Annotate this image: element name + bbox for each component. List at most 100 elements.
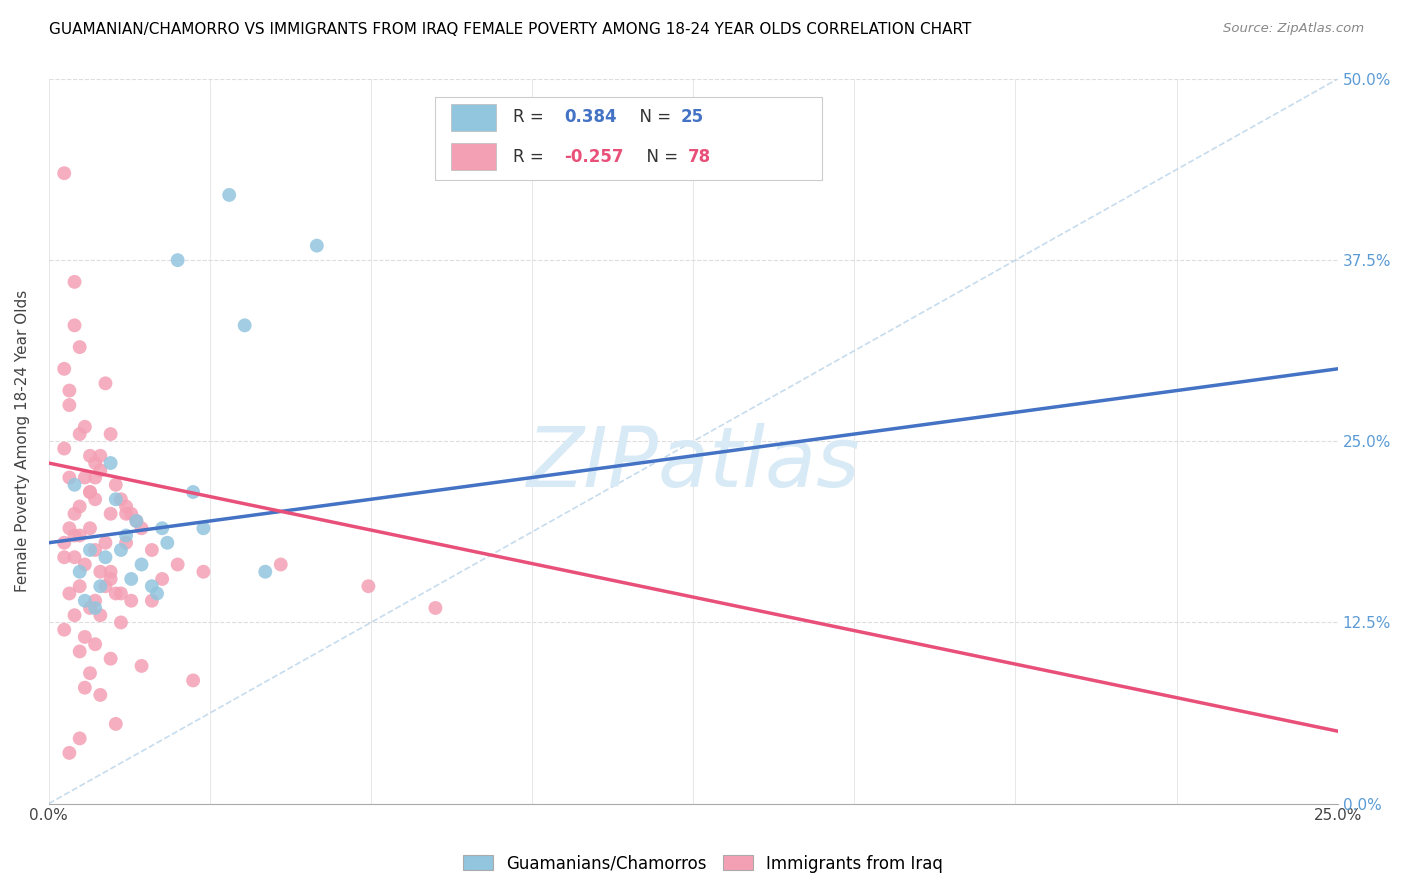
Point <box>63 507 86 521</box>
Point <box>141 593 163 607</box>
Point <box>89 449 111 463</box>
Point <box>131 521 153 535</box>
Point <box>120 593 142 607</box>
Point <box>73 630 96 644</box>
Point <box>115 528 138 542</box>
Point <box>84 492 107 507</box>
Point <box>89 579 111 593</box>
Point <box>84 470 107 484</box>
FancyBboxPatch shape <box>436 97 823 180</box>
Point <box>69 500 91 514</box>
Point <box>120 507 142 521</box>
Point <box>53 550 76 565</box>
Text: -0.257: -0.257 <box>564 147 624 166</box>
Point <box>146 586 169 600</box>
Point <box>115 500 138 514</box>
Point <box>84 456 107 470</box>
Point <box>69 644 91 658</box>
Text: R =: R = <box>513 147 548 166</box>
Point <box>73 470 96 484</box>
Point <box>89 688 111 702</box>
Point <box>89 565 111 579</box>
Point <box>58 521 80 535</box>
FancyBboxPatch shape <box>451 103 496 131</box>
Point <box>193 521 215 535</box>
Point <box>100 427 122 442</box>
Point <box>166 558 188 572</box>
Point <box>305 238 328 252</box>
Text: ZIPatlas: ZIPatlas <box>526 423 860 504</box>
Point <box>94 535 117 549</box>
Text: 78: 78 <box>688 147 711 166</box>
Point <box>125 514 148 528</box>
Point <box>100 572 122 586</box>
Point <box>110 615 132 630</box>
Point <box>73 593 96 607</box>
Point <box>63 275 86 289</box>
Point <box>125 514 148 528</box>
Point <box>63 477 86 491</box>
Point <box>53 442 76 456</box>
Point <box>79 543 101 558</box>
Point <box>79 521 101 535</box>
Point <box>58 398 80 412</box>
Point <box>58 746 80 760</box>
Text: N =: N = <box>628 109 676 127</box>
Point <box>63 528 86 542</box>
Point <box>110 586 132 600</box>
Point <box>131 659 153 673</box>
Point <box>53 535 76 549</box>
Point <box>63 608 86 623</box>
Point <box>104 717 127 731</box>
Point <box>141 579 163 593</box>
Point <box>73 419 96 434</box>
Point <box>69 731 91 746</box>
Text: Source: ZipAtlas.com: Source: ZipAtlas.com <box>1223 22 1364 36</box>
Point <box>100 565 122 579</box>
Point <box>218 188 240 202</box>
Point <box>84 637 107 651</box>
Point <box>79 485 101 500</box>
FancyBboxPatch shape <box>451 143 496 170</box>
Point <box>357 579 380 593</box>
Point <box>233 318 256 333</box>
Point <box>69 427 91 442</box>
Text: N =: N = <box>637 147 683 166</box>
Point <box>63 550 86 565</box>
Point <box>89 463 111 477</box>
Point <box>100 456 122 470</box>
Point <box>181 673 204 688</box>
Point <box>69 340 91 354</box>
Point <box>156 535 179 549</box>
Point <box>53 361 76 376</box>
Point <box>131 558 153 572</box>
Point <box>84 593 107 607</box>
Point <box>166 253 188 268</box>
Point <box>104 477 127 491</box>
Point <box>425 601 447 615</box>
Text: GUAMANIAN/CHAMORRO VS IMMIGRANTS FROM IRAQ FEMALE POVERTY AMONG 18-24 YEAR OLDS : GUAMANIAN/CHAMORRO VS IMMIGRANTS FROM IR… <box>49 22 972 37</box>
Point <box>73 558 96 572</box>
Point <box>73 681 96 695</box>
Point <box>110 492 132 507</box>
Point <box>150 572 173 586</box>
Point <box>100 651 122 665</box>
Point <box>193 565 215 579</box>
Point <box>104 492 127 507</box>
Point <box>69 528 91 542</box>
Point <box>94 376 117 391</box>
Point <box>110 543 132 558</box>
Point <box>69 565 91 579</box>
Point <box>94 579 117 593</box>
Point <box>69 579 91 593</box>
Point <box>89 608 111 623</box>
Point <box>270 558 292 572</box>
Point <box>58 384 80 398</box>
Point <box>63 318 86 333</box>
Legend: Guamanians/Chamorros, Immigrants from Iraq: Guamanians/Chamorros, Immigrants from Ir… <box>456 848 950 880</box>
Point <box>120 572 142 586</box>
Point <box>181 485 204 500</box>
Point <box>58 586 80 600</box>
Point <box>53 623 76 637</box>
Text: 0.384: 0.384 <box>564 109 617 127</box>
